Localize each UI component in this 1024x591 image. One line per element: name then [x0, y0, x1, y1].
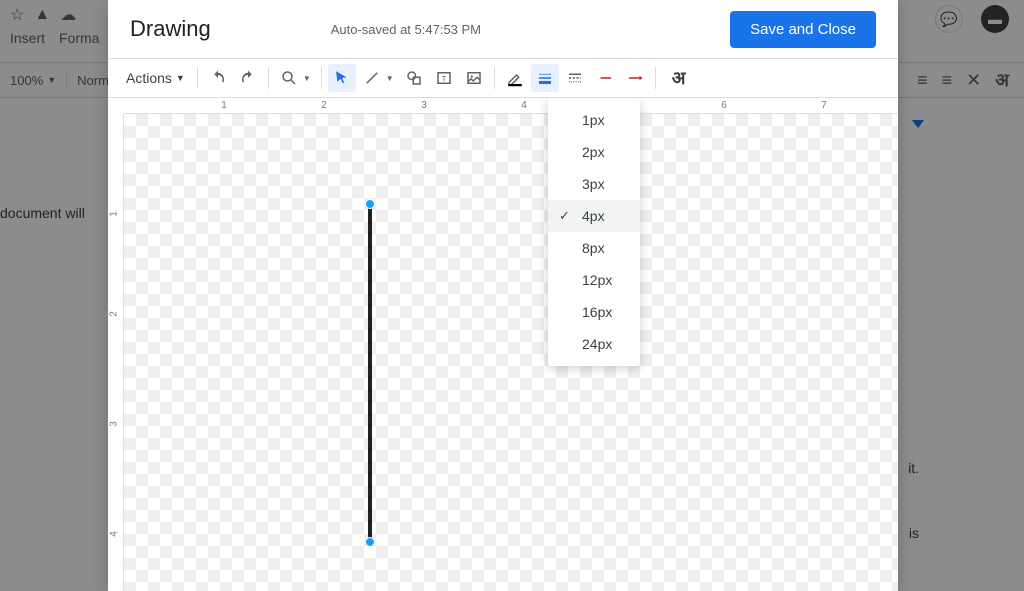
line-tool-button[interactable] — [358, 64, 386, 92]
line-dropdown-arrow[interactable]: ▼ — [386, 74, 398, 83]
drawing-canvas[interactable] — [124, 114, 898, 591]
v-tick: 1 — [108, 211, 119, 217]
line-handle-bottom[interactable] — [365, 537, 375, 547]
line-start-button[interactable] — [591, 64, 619, 92]
autosave-status: Auto-saved at 5:47:53 PM — [331, 22, 481, 37]
image-tool-button[interactable] — [460, 64, 488, 92]
v-tick: 2 — [108, 311, 119, 317]
weight-option-8px[interactable]: 8px — [548, 232, 640, 264]
line-dash-button[interactable] — [561, 64, 589, 92]
weight-option-24px[interactable]: 24px — [548, 328, 640, 360]
select-tool-button[interactable] — [328, 64, 356, 92]
weight-option-4px[interactable]: 4px — [548, 200, 640, 232]
actions-label: Actions — [126, 70, 172, 86]
zoom-dropdown-arrow[interactable]: ▼ — [303, 74, 315, 83]
h-tick: 6 — [721, 100, 727, 111]
undo-button[interactable] — [204, 64, 232, 92]
zoom-button[interactable] — [275, 64, 303, 92]
input-tools-button[interactable]: अ — [662, 64, 696, 92]
shape-tool-button[interactable] — [400, 64, 428, 92]
weight-option-3px[interactable]: 3px — [548, 168, 640, 200]
textbox-tool-button[interactable]: T — [430, 64, 458, 92]
actions-menu-button[interactable]: Actions ▼ — [120, 66, 191, 90]
weight-option-1px[interactable]: 1px — [548, 104, 640, 136]
line-weight-button[interactable] — [531, 64, 559, 92]
h-tick: 7 — [821, 100, 827, 111]
vertical-ruler: 1 2 3 4 — [108, 114, 124, 591]
line-weight-dropdown: 1px 2px 3px 4px 8px 12px 16px 24px — [548, 98, 640, 366]
line-handle-top[interactable] — [365, 199, 375, 209]
drawing-toolbar: Actions ▼ ▼ ▼ T अ — [108, 58, 898, 98]
drawing-modal: Drawing Auto-saved at 5:47:53 PM Save an… — [108, 0, 898, 591]
h-tick: 3 — [421, 100, 427, 111]
redo-button[interactable] — [234, 64, 262, 92]
weight-option-16px[interactable]: 16px — [548, 296, 640, 328]
weight-option-2px[interactable]: 2px — [548, 136, 640, 168]
save-and-close-button[interactable]: Save and Close — [730, 11, 876, 48]
modal-title: Drawing — [130, 16, 211, 42]
canvas-area: 1 2 3 4 5 6 7 1 2 3 4 1px 2px 3px 4px 8p… — [108, 98, 898, 591]
v-tick: 3 — [108, 421, 119, 427]
line-end-button[interactable] — [621, 64, 649, 92]
line-color-button[interactable] — [501, 64, 529, 92]
weight-option-12px[interactable]: 12px — [548, 264, 640, 296]
horizontal-ruler: 1 2 3 4 5 6 7 — [124, 98, 898, 114]
v-tick: 4 — [108, 531, 119, 537]
line-shape[interactable] — [368, 204, 372, 542]
h-tick: 4 — [521, 100, 527, 111]
h-tick: 2 — [321, 100, 327, 111]
modal-header: Drawing Auto-saved at 5:47:53 PM Save an… — [108, 0, 898, 58]
svg-text:T: T — [441, 74, 446, 83]
h-tick: 1 — [221, 100, 227, 111]
